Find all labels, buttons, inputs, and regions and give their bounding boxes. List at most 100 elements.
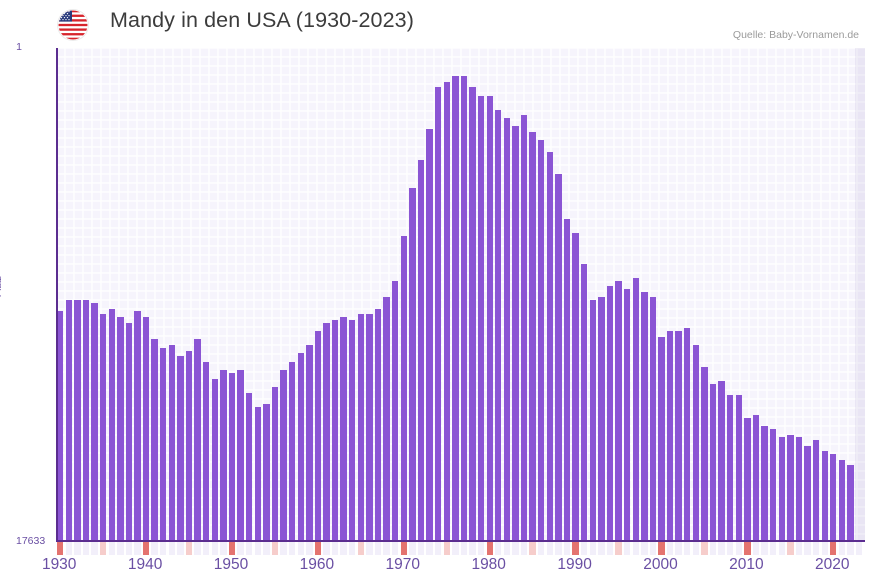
bar-1996 bbox=[623, 288, 631, 542]
x-tick-1991 bbox=[580, 542, 588, 555]
x-tick-strip bbox=[56, 542, 865, 555]
bar-1978 bbox=[469, 87, 476, 542]
x-tick-1998 bbox=[641, 542, 648, 555]
bar-2016 bbox=[795, 437, 803, 542]
bar-2004 bbox=[692, 344, 700, 542]
x-tick-1994 bbox=[606, 542, 614, 555]
bar-1930 bbox=[57, 311, 64, 542]
bar-1933 bbox=[82, 300, 90, 542]
bar-1971 bbox=[409, 188, 416, 542]
bar-2008 bbox=[727, 395, 734, 542]
x-tick-1943 bbox=[168, 542, 176, 555]
bar-1983 bbox=[512, 126, 519, 542]
bar-1957 bbox=[288, 361, 296, 542]
x-tick-2005 bbox=[701, 542, 708, 555]
x-tick-1944 bbox=[177, 542, 184, 555]
bar-1987 bbox=[546, 151, 554, 542]
bar-2021 bbox=[838, 459, 846, 542]
bar-1979 bbox=[477, 95, 485, 542]
bar-1947 bbox=[203, 361, 210, 542]
bar-1937 bbox=[117, 316, 124, 542]
x-tick-1940 bbox=[142, 542, 150, 555]
x-tick-1984 bbox=[520, 542, 528, 555]
bar-1939 bbox=[134, 311, 141, 542]
bar-1941 bbox=[151, 339, 158, 542]
bar-2018 bbox=[812, 440, 820, 542]
x-tick-1999 bbox=[649, 542, 657, 555]
x-axis-label-1940: 1940 bbox=[127, 556, 163, 573]
bar-1982 bbox=[503, 118, 511, 542]
x-axis-label-2020: 2020 bbox=[815, 556, 850, 573]
x-tick-1992 bbox=[589, 542, 596, 555]
y-axis-line bbox=[56, 48, 58, 542]
x-tick-1986 bbox=[538, 542, 545, 555]
x-tick-1985 bbox=[529, 542, 536, 555]
bar-1993 bbox=[598, 297, 605, 542]
x-tick-1980 bbox=[486, 542, 493, 555]
bar-1998 bbox=[641, 291, 648, 542]
x-tick-2003 bbox=[684, 542, 691, 555]
x-tick-1932 bbox=[74, 542, 81, 555]
x-tick-1938 bbox=[125, 542, 133, 555]
x-tick-1946 bbox=[194, 542, 201, 555]
bar-1975 bbox=[443, 81, 450, 542]
bar-1972 bbox=[417, 160, 425, 542]
bar-1961 bbox=[323, 322, 330, 542]
chart-title: Mandy in den USA (1930-2023) bbox=[110, 8, 414, 32]
bar-2000 bbox=[658, 336, 665, 542]
bar-1988 bbox=[555, 174, 562, 542]
x-axis-label-2000: 2000 bbox=[643, 556, 678, 573]
x-tick-1972 bbox=[417, 542, 425, 555]
x-tick-1941 bbox=[151, 542, 158, 555]
x-axis-label-2010: 2010 bbox=[729, 556, 764, 573]
bar-1931 bbox=[65, 300, 72, 542]
bar-1976 bbox=[452, 76, 459, 542]
x-tick-1970 bbox=[400, 542, 407, 555]
x-tick-1982 bbox=[503, 542, 511, 555]
y-axis-bottom-label: 17633 bbox=[16, 535, 46, 547]
x-tick-2004 bbox=[692, 542, 700, 555]
x-tick-1954 bbox=[263, 542, 270, 555]
bar-2012 bbox=[761, 426, 768, 542]
x-tick-1987 bbox=[546, 542, 554, 555]
x-tick-1965 bbox=[357, 542, 365, 555]
bar-2013 bbox=[769, 429, 777, 542]
bar-1943 bbox=[168, 344, 176, 542]
bar-1951 bbox=[237, 370, 244, 542]
x-tick-1952 bbox=[245, 542, 253, 555]
x-tick-1996 bbox=[623, 542, 631, 555]
plot-area bbox=[56, 48, 865, 542]
bar-2017 bbox=[804, 445, 811, 542]
bar-1986 bbox=[538, 140, 545, 542]
x-axis-label-1950: 1950 bbox=[213, 556, 249, 573]
x-tick-1993 bbox=[598, 542, 605, 555]
bar-1954 bbox=[263, 403, 270, 542]
x-tick-1951 bbox=[237, 542, 244, 555]
bar-1970 bbox=[400, 235, 407, 542]
bar-1973 bbox=[426, 129, 433, 542]
x-tick-1989 bbox=[563, 542, 571, 555]
x-tick-2013 bbox=[769, 542, 777, 555]
bar-2001 bbox=[666, 330, 674, 542]
x-tick-1933 bbox=[82, 542, 90, 555]
bar-1959 bbox=[306, 344, 313, 542]
x-tick-1934 bbox=[91, 542, 98, 555]
bar-2009 bbox=[735, 395, 742, 542]
x-tick-1966 bbox=[366, 542, 373, 555]
bar-2019 bbox=[821, 451, 828, 542]
x-tick-1995 bbox=[615, 542, 622, 555]
bar-1999 bbox=[649, 297, 657, 542]
x-tick-2022 bbox=[847, 542, 854, 555]
x-tick-1942 bbox=[160, 542, 167, 555]
x-tick-1964 bbox=[349, 542, 356, 555]
bar-1962 bbox=[331, 319, 339, 542]
x-tick-2014 bbox=[778, 542, 785, 555]
x-tick-2019 bbox=[821, 542, 828, 555]
x-tick-2002 bbox=[675, 542, 682, 555]
x-tick-1947 bbox=[203, 542, 210, 555]
x-tick-2007 bbox=[718, 542, 725, 555]
x-tick-2017 bbox=[804, 542, 811, 555]
x-axis-label-1990: 1990 bbox=[557, 556, 592, 573]
bar-2002 bbox=[675, 330, 682, 542]
x-tick-1931 bbox=[65, 542, 72, 555]
